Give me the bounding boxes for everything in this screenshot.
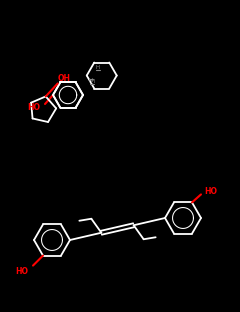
- Text: H: H: [90, 79, 94, 84]
- Text: H: H: [96, 65, 100, 70]
- Text: HO: HO: [16, 267, 29, 276]
- Text: HO: HO: [28, 104, 41, 113]
- Text: OH: OH: [57, 74, 70, 83]
- Text: HO: HO: [204, 187, 217, 196]
- Text: H: H: [89, 78, 93, 83]
